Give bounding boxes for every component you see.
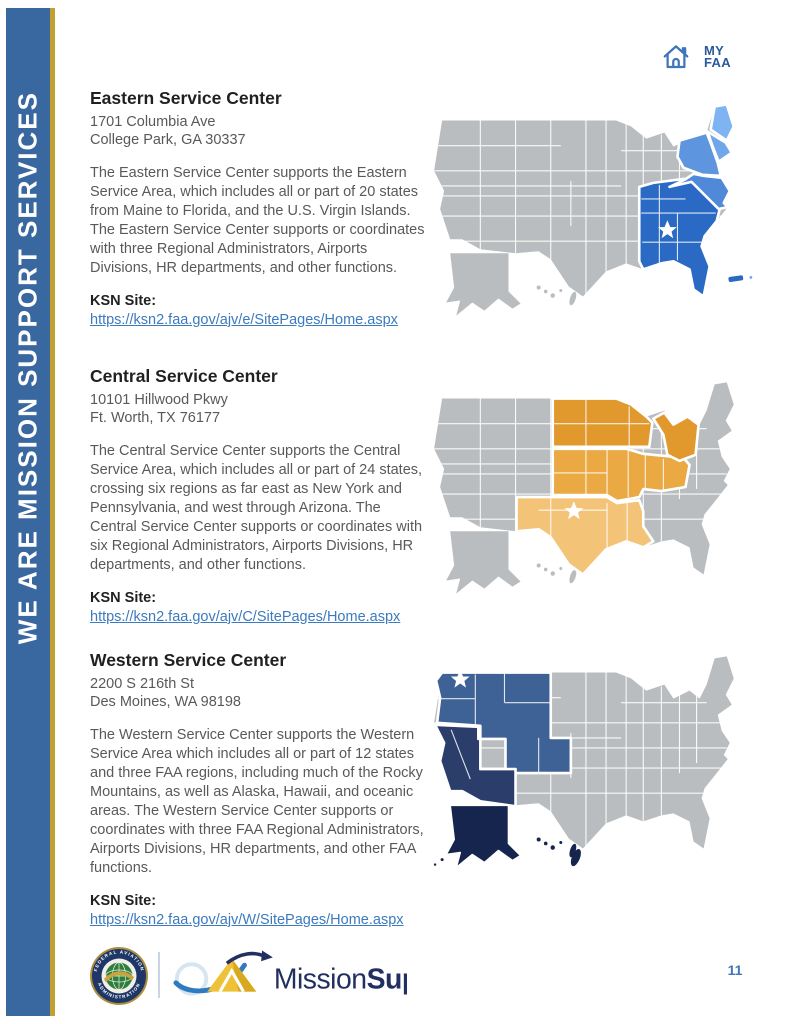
eastern-service-area-map xyxy=(434,103,754,316)
section-eastern: Eastern Service Center 1701 Columbia Ave… xyxy=(90,88,426,329)
section-description: The Central Service Center supports the … xyxy=(90,443,423,573)
myfaa-line2: FAA xyxy=(704,55,731,70)
section-central: Central Service Center 10101 Hillwood Pk… xyxy=(90,366,426,626)
address-line: 1701 Columbia Ave xyxy=(90,114,216,130)
home-icon[interactable] xyxy=(660,42,692,77)
alaska-shape xyxy=(445,804,522,869)
address-line: College Park, GA 30337 xyxy=(90,132,246,148)
eastern-highlight-region xyxy=(637,103,754,298)
page-number: 11 xyxy=(727,962,743,978)
logo-circle-shape xyxy=(174,962,209,996)
logo-road-shape xyxy=(218,967,245,993)
address-line: Des Moines, WA 98198 xyxy=(90,694,241,710)
ksn-label: KSN Site: xyxy=(90,893,157,909)
mission-support-logo: MissionSupport xyxy=(173,950,407,996)
sidebar-title: WE ARE MISSION SUPPORT SERVICES xyxy=(12,90,43,644)
section-western: Western Service Center 2200 S 216th St D… xyxy=(90,650,426,929)
ksn-label: KSN Site: xyxy=(90,590,157,606)
seal-wing-shape xyxy=(104,971,134,983)
logo-wordmark: MissionSupport xyxy=(274,964,407,996)
virgin-islands-shape xyxy=(748,275,754,280)
ksn-link[interactable]: https://ksn2.faa.gov/ajv/e/SitePages/Hom… xyxy=(90,312,398,328)
myfaa-link[interactable]: MY FAA xyxy=(704,42,731,69)
sidebar-ribbon: WE ARE MISSION SUPPORT SERVICES xyxy=(6,8,50,1016)
header: MY FAA xyxy=(660,42,731,77)
central-service-area-map xyxy=(434,382,734,594)
section-description: The Western Service Center supports the … xyxy=(90,727,424,876)
address-line: 10101 Hillwood Pkwy xyxy=(90,392,228,408)
section-title: Eastern Service Center xyxy=(90,88,282,108)
footer-divider xyxy=(158,952,160,998)
address-line: Ft. Worth, TX 76177 xyxy=(90,410,221,426)
address-line: 2200 S 216th St xyxy=(90,676,194,692)
western-highlight-region xyxy=(433,671,573,869)
myfaa-line1: MY xyxy=(704,43,725,58)
ksn-label: KSN Site: xyxy=(90,293,157,309)
western-service-area-map xyxy=(433,656,734,869)
ksn-link[interactable]: https://ksn2.faa.gov/ajv/C/SitePages/Hom… xyxy=(90,609,401,625)
hawaii-guam-shapes xyxy=(433,837,581,867)
sidebar-accent-line xyxy=(50,8,55,1016)
ksn-link[interactable]: https://ksn2.faa.gov/ajv/W/SitePages/Hom… xyxy=(90,912,404,928)
puerto-rico-shape xyxy=(727,273,745,284)
section-title: Central Service Center xyxy=(90,366,278,386)
faa-seal-logo: FEDERAL AVIATION ADMINISTRATION xyxy=(90,947,148,1005)
logo-arrowhead-shape xyxy=(261,950,273,962)
section-title: Western Service Center xyxy=(90,650,287,670)
section-description: The Eastern Service Center supports the … xyxy=(90,165,425,276)
